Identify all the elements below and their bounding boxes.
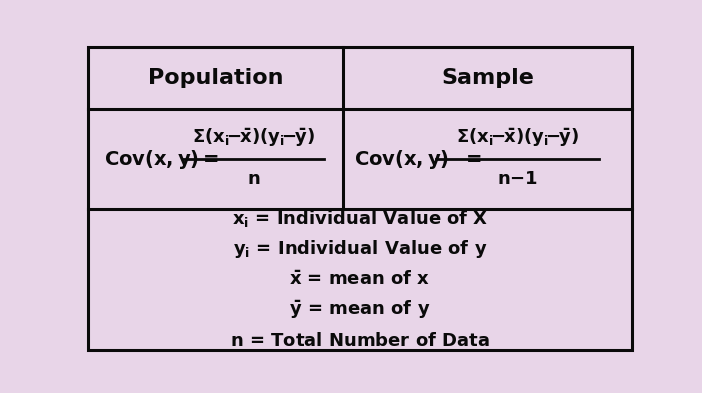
Text: $\mathbf{y_i}$ = Individual Value of y: $\mathbf{y_i}$ = Individual Value of y xyxy=(232,238,487,260)
Text: $\mathbf{Cov(x,y) = }$: $\mathbf{Cov(x,y) = }$ xyxy=(104,148,219,171)
Text: Population: Population xyxy=(148,68,284,88)
Text: $\mathbf{n}$ = Total Number of Data: $\mathbf{n}$ = Total Number of Data xyxy=(230,332,490,350)
Text: $\mathbf{n{-}1}$: $\mathbf{n{-}1}$ xyxy=(497,170,538,188)
Text: Sample: Sample xyxy=(441,68,534,88)
Text: $\mathbf{Cov(x,y)\ \ =}$: $\mathbf{Cov(x,y)\ \ =}$ xyxy=(355,148,482,171)
Text: $\mathbf{x_i}$ = Individual Value of X: $\mathbf{x_i}$ = Individual Value of X xyxy=(232,208,488,229)
Text: $\mathbf{\bar{x}}$ = mean of x: $\mathbf{\bar{x}}$ = mean of x xyxy=(289,270,430,289)
Text: $\mathbf{\Sigma(x_i\!\!-\!\!\bar{x})(y_i\!\!-\!\!\bar{y})}$: $\mathbf{\Sigma(x_i\!\!-\!\!\bar{x})(y_i… xyxy=(456,127,579,149)
Text: $\mathbf{\Sigma(x_i\!\!-\!\!\bar{x})(y_i\!\!-\!\!\bar{y})}$: $\mathbf{\Sigma(x_i\!\!-\!\!\bar{x})(y_i… xyxy=(192,127,315,149)
Text: $\mathbf{n}$: $\mathbf{n}$ xyxy=(247,170,260,188)
Text: $\mathbf{\bar{y}}$ = mean of y: $\mathbf{\bar{y}}$ = mean of y xyxy=(289,299,430,321)
